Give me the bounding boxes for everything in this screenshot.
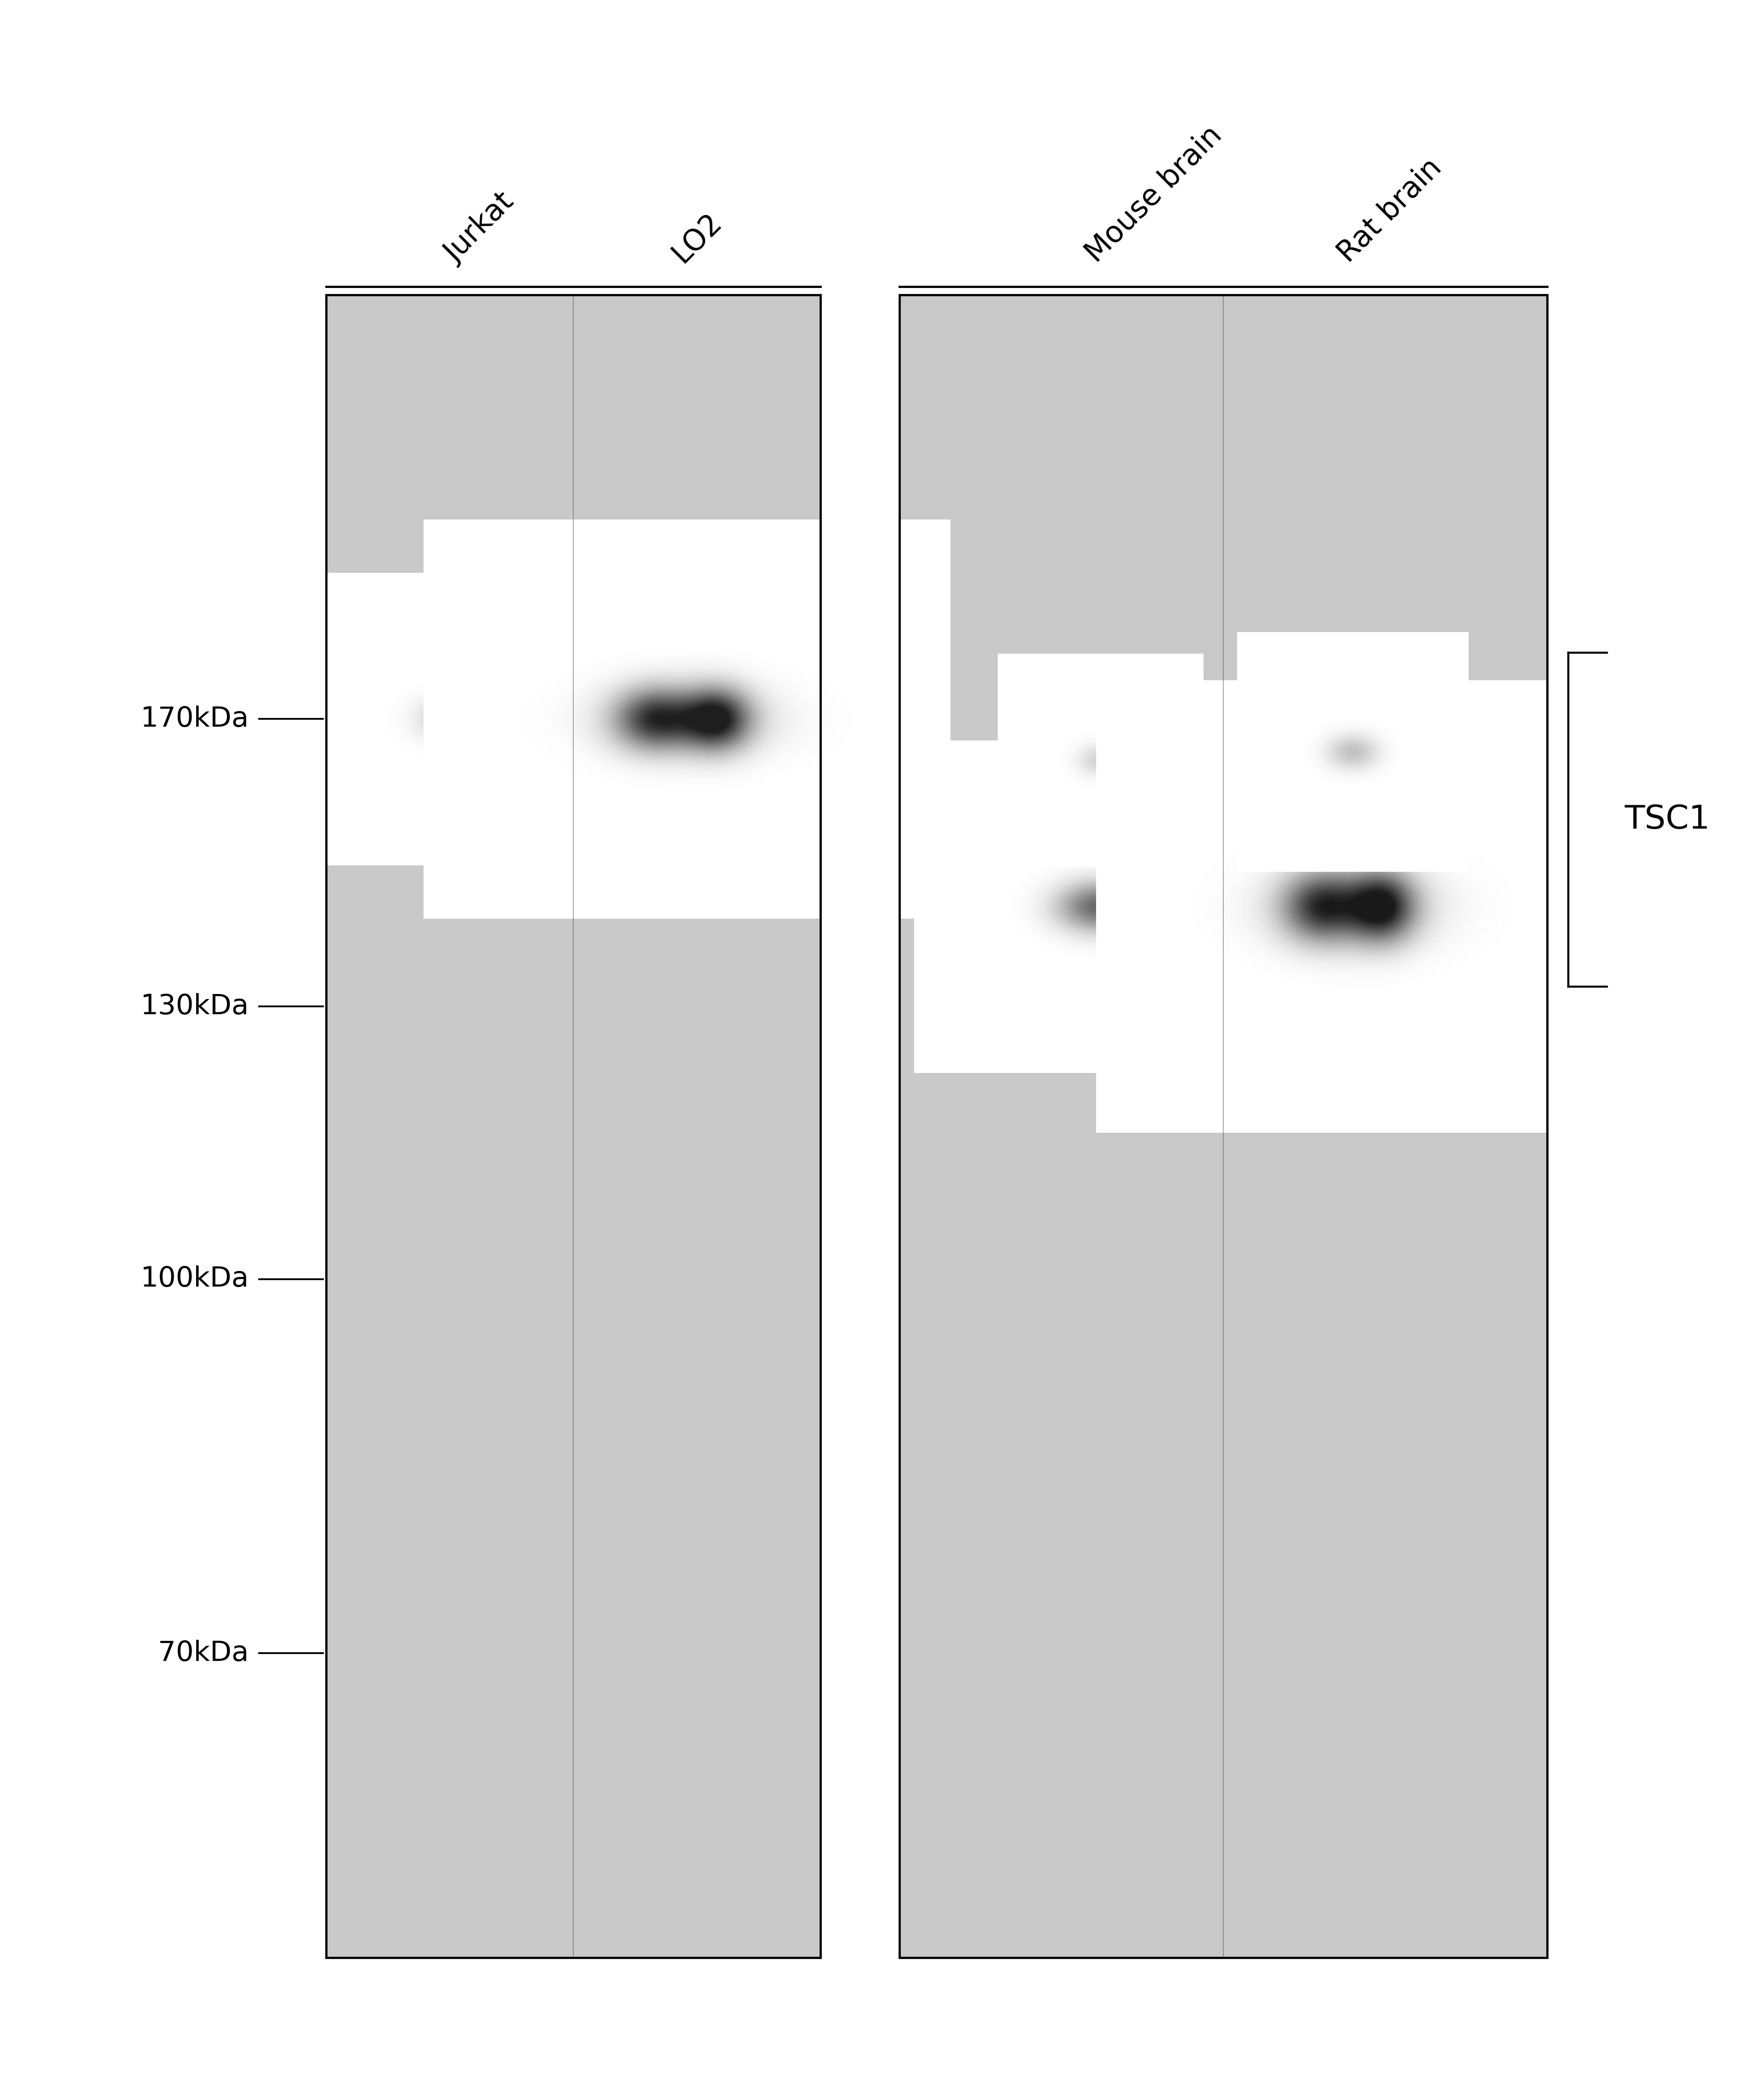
Text: 130kDa: 130kDa	[139, 993, 249, 1020]
Text: 100kDa: 100kDa	[139, 1266, 249, 1293]
Bar	[326, 295, 820, 1957]
Text: LO2: LO2	[667, 208, 727, 268]
Text: Rat brain: Rat brain	[1332, 154, 1448, 268]
Bar	[900, 295, 1547, 1957]
Text: 170kDa: 170kDa	[139, 704, 249, 734]
Text: TSC1: TSC1	[1625, 804, 1709, 835]
Text: Mouse brain: Mouse brain	[1080, 121, 1228, 268]
Text: 70kDa: 70kDa	[159, 1640, 249, 1667]
Text: Jurkat: Jurkat	[439, 187, 520, 268]
Bar	[900, 295, 1547, 1957]
Bar	[326, 295, 820, 1957]
